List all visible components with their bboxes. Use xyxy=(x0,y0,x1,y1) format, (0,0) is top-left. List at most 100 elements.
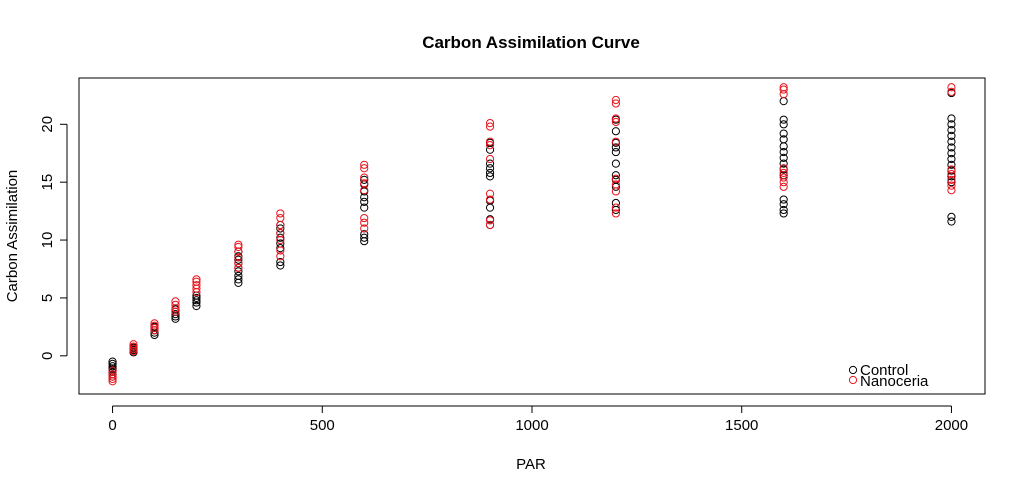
data-point-control xyxy=(485,164,495,173)
data-point-control xyxy=(611,171,620,180)
data-point-nanoceria xyxy=(611,187,620,196)
data-point-nanoceria xyxy=(150,319,159,328)
data-point-control xyxy=(485,203,495,212)
y-tick-label: 10 xyxy=(39,232,56,249)
data-point-nanoceria xyxy=(611,174,620,183)
data-points xyxy=(108,83,956,386)
x-tick-label: 1000 xyxy=(515,417,548,434)
data-point-nanoceria xyxy=(779,182,788,191)
data-point-control xyxy=(947,160,956,169)
data-point-control xyxy=(947,114,956,123)
data-point-nanoceria xyxy=(150,321,159,330)
data-point-nanoceria xyxy=(611,203,620,212)
data-point-nanoceria xyxy=(108,374,117,384)
data-point-nanoceria xyxy=(779,83,788,92)
x-tick-label: 2000 xyxy=(935,417,968,434)
data-point-control xyxy=(779,147,788,157)
legend-item-nanoceria: Nanoceria xyxy=(848,373,929,390)
data-point-control xyxy=(947,143,956,152)
data-point-nanoceria xyxy=(360,218,369,227)
data-point-nanoceria xyxy=(779,178,788,187)
data-point-nanoceria xyxy=(360,213,369,223)
data-point-control xyxy=(234,255,243,264)
data-point-control xyxy=(947,125,956,135)
data-point-control xyxy=(611,198,620,208)
data-point-control xyxy=(276,244,285,253)
data-point-control xyxy=(779,97,788,106)
y-tick-label: 20 xyxy=(39,116,56,133)
data-point-control xyxy=(234,271,243,281)
data-point-control xyxy=(276,261,285,270)
data-point-control xyxy=(234,275,243,284)
data-point-control xyxy=(276,224,285,233)
data-point-nanoceria xyxy=(360,179,369,188)
data-point-nanoceria xyxy=(611,117,620,127)
data-point-control xyxy=(779,120,788,129)
data-point-nanoceria xyxy=(234,242,243,252)
legend: Control Nanoceria xyxy=(848,362,929,390)
data-point-control xyxy=(947,120,956,129)
data-point-nanoceria xyxy=(171,300,180,309)
data-point-nanoceria xyxy=(485,195,495,204)
data-point-nanoceria xyxy=(234,259,243,268)
y-tick-label: 15 xyxy=(39,174,56,191)
data-point-nanoceria xyxy=(947,169,956,179)
data-point-nanoceria xyxy=(234,240,243,249)
data-point-control xyxy=(611,127,620,136)
x-axis-label: PAR xyxy=(516,456,546,473)
data-point-nanoceria xyxy=(779,173,788,182)
data-point-control xyxy=(611,159,620,168)
data-point-control xyxy=(485,172,495,181)
data-point-control xyxy=(947,212,956,222)
legend-label-nanoceria: Nanoceria xyxy=(860,373,929,390)
x-tick-label: 1500 xyxy=(725,417,758,434)
data-point-nanoceria xyxy=(485,220,495,230)
legend-item-control: Control xyxy=(848,362,908,379)
data-point-control xyxy=(360,233,369,242)
data-point-nanoceria xyxy=(150,323,159,333)
data-point-control xyxy=(192,293,201,303)
data-point-nanoceria xyxy=(611,209,620,218)
data-point-nanoceria xyxy=(485,189,495,198)
data-point-control xyxy=(611,147,620,157)
data-point-nanoceria xyxy=(611,99,620,108)
y-tick-label: 0 xyxy=(39,352,56,360)
data-point-control xyxy=(234,267,243,276)
data-point-nanoceria xyxy=(947,186,956,195)
data-point-control xyxy=(276,257,285,267)
data-point-nanoceria xyxy=(779,168,788,178)
data-point-control xyxy=(360,203,369,212)
data-point-nanoceria xyxy=(485,216,495,225)
data-point-nanoceria xyxy=(360,164,369,173)
chart-title: Carbon Assimilation Curve xyxy=(422,33,640,52)
legend-marker-nanoceria xyxy=(848,375,858,385)
data-point-nanoceria xyxy=(276,229,285,238)
data-point-control xyxy=(779,205,788,215)
data-point-nanoceria xyxy=(129,344,138,353)
data-point-nanoceria xyxy=(276,246,285,255)
data-point-nanoceria xyxy=(360,224,369,233)
data-point-nanoceria xyxy=(171,297,180,306)
data-point-nanoceria xyxy=(129,342,138,351)
data-point-nanoceria xyxy=(779,85,788,94)
data-point-nanoceria xyxy=(485,141,495,150)
data-point-nanoceria xyxy=(611,137,620,146)
data-point-control xyxy=(779,209,788,218)
data-point-nanoceria xyxy=(108,377,117,386)
y-axis: 0 5 10 15 20 xyxy=(39,116,68,360)
data-point-control xyxy=(779,159,788,168)
data-point-nanoceria xyxy=(485,154,495,164)
data-point-nanoceria xyxy=(108,372,117,381)
data-point-control xyxy=(171,310,180,319)
data-point-nanoceria xyxy=(485,119,495,128)
data-point-nanoceria xyxy=(276,252,285,261)
data-point-control xyxy=(947,154,956,164)
data-point-control xyxy=(779,153,788,162)
data-point-control xyxy=(779,195,788,204)
data-point-control xyxy=(947,149,956,158)
data-point-nanoceria xyxy=(276,209,285,218)
data-point-nanoceria xyxy=(611,114,620,123)
data-point-control xyxy=(947,131,956,140)
data-point-nanoceria xyxy=(234,253,243,262)
